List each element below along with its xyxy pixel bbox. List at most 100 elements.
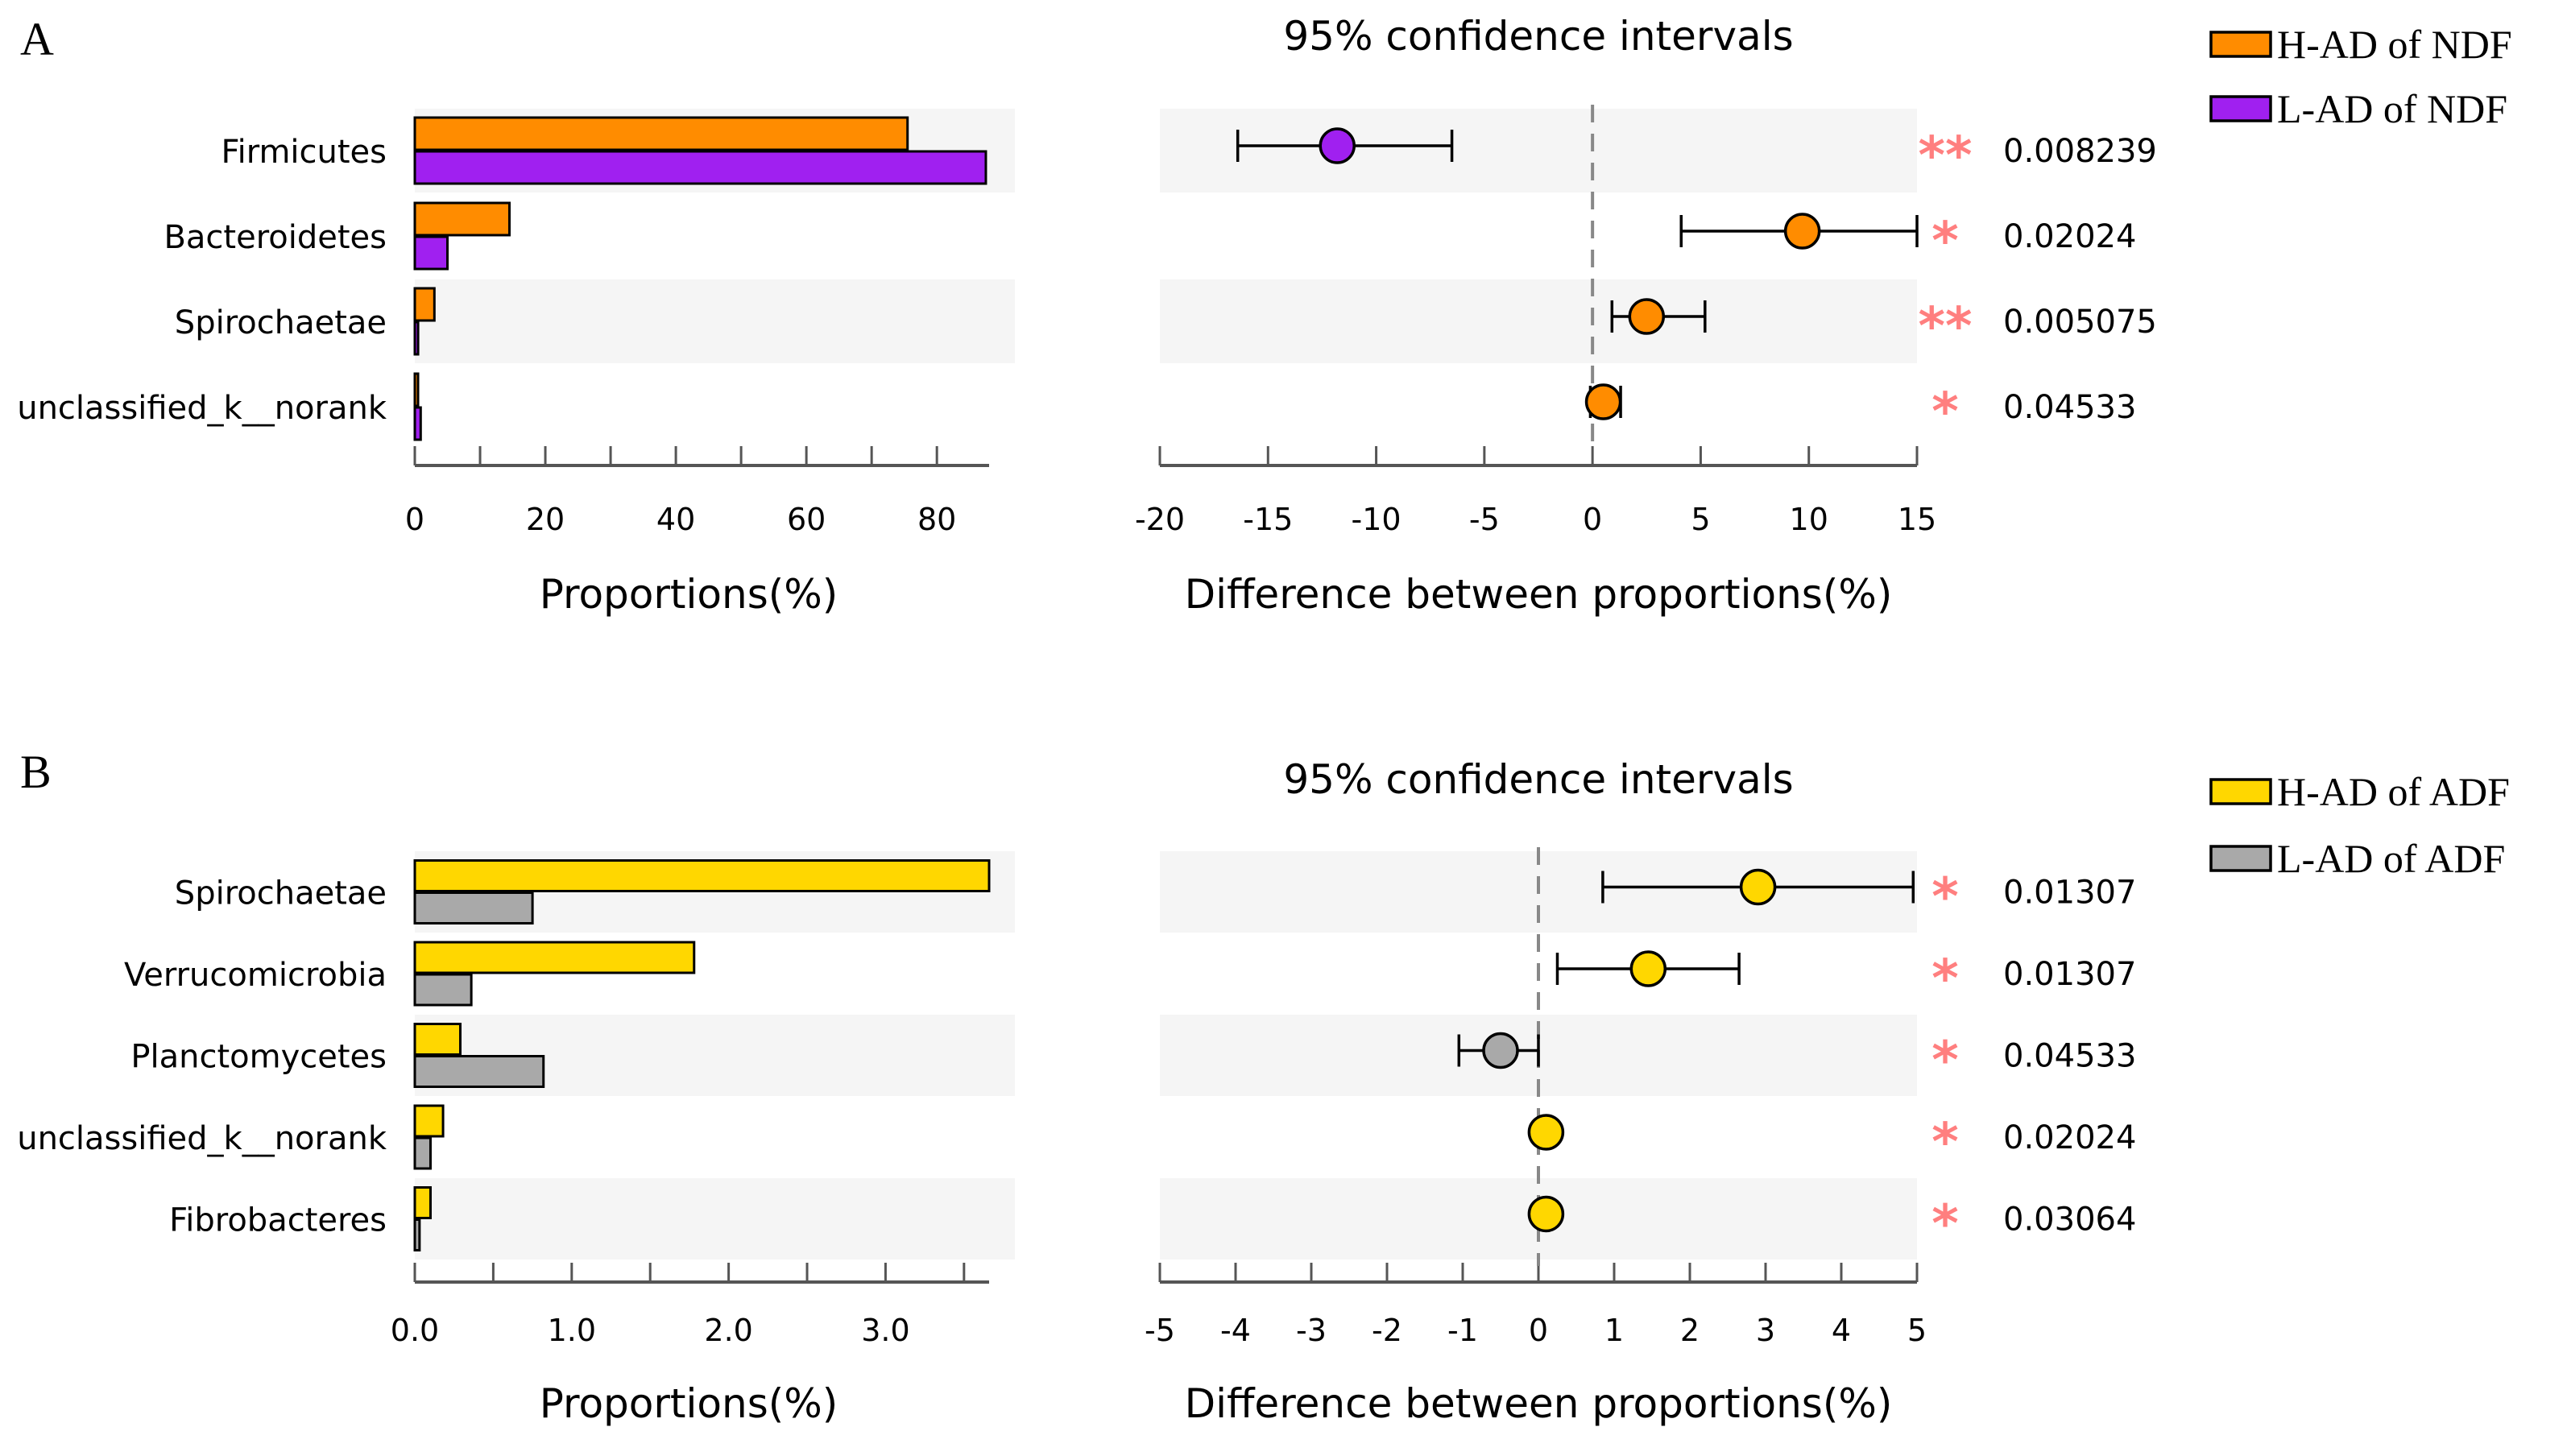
bar-x-tick-label: 80 bbox=[917, 502, 956, 537]
bar-row-band bbox=[415, 1178, 1015, 1260]
legend-swatch bbox=[2209, 31, 2272, 58]
bar-h-ad-of-adf bbox=[413, 1186, 432, 1219]
difference-estimate-point bbox=[1527, 1114, 1565, 1151]
diff-x-tick-label: -5 bbox=[1469, 502, 1500, 537]
diff-x-tick-label: 5 bbox=[1907, 1313, 1927, 1348]
diff-x-axis-label: Difference between proportions(%) bbox=[1185, 1380, 1893, 1427]
bar-l-ad-of-adf bbox=[413, 891, 534, 924]
bar-x-axis-label: Proportions(%) bbox=[540, 571, 838, 618]
significance-marker: ** bbox=[1919, 126, 1973, 186]
category-label: Bacteroidetes bbox=[164, 219, 387, 256]
significance-marker: * bbox=[1931, 1195, 1958, 1255]
bar-x-tick-label: 60 bbox=[787, 502, 826, 537]
diff-x-tick-label: -10 bbox=[1352, 502, 1401, 537]
category-label: Fibrobacteres bbox=[169, 1202, 387, 1239]
bar-h-ad-of-ndf bbox=[413, 372, 420, 407]
p-value: 0.005075 bbox=[2003, 304, 2157, 341]
bar-h-ad-of-ndf bbox=[413, 116, 909, 151]
bar-x-axis-label: Proportions(%) bbox=[540, 1380, 838, 1427]
diff-x-axis-label: Difference between proportions(%) bbox=[1185, 571, 1893, 618]
bar-l-ad-of-adf bbox=[413, 1218, 421, 1251]
difference-estimate-point bbox=[1783, 213, 1821, 250]
diff-x-tick-label: 2 bbox=[1680, 1313, 1700, 1348]
bar-x-tick-label: 1.0 bbox=[548, 1313, 596, 1348]
legend-label: H-AD of NDF bbox=[2277, 22, 2512, 67]
bar-x-tick-label: 40 bbox=[656, 502, 695, 537]
significance-marker: * bbox=[1931, 1032, 1958, 1091]
bar-x-tick-label: 3.0 bbox=[861, 1313, 909, 1348]
bar-h-ad-of-adf bbox=[413, 859, 991, 892]
p-value: 0.02024 bbox=[2003, 1119, 2136, 1156]
significance-marker: * bbox=[1931, 1113, 1958, 1173]
difference-estimate-point bbox=[1584, 383, 1622, 420]
diff-x-tick-label: -1 bbox=[1447, 1313, 1478, 1348]
category-label: Firmicutes bbox=[221, 134, 387, 171]
bar-x-tick-label: 0 bbox=[405, 502, 424, 537]
bar-l-ad-of-adf bbox=[413, 1136, 432, 1170]
legend-label: L-AD of NDF bbox=[2277, 86, 2507, 131]
panel-label-a: A bbox=[20, 13, 54, 65]
bar-l-ad-of-ndf bbox=[413, 150, 987, 185]
diff-x-tick-label: -15 bbox=[1243, 502, 1293, 537]
significance-marker: * bbox=[1931, 212, 1958, 271]
bar-h-ad-of-ndf bbox=[413, 201, 511, 237]
chart-title: 95% confidence intervals bbox=[1283, 13, 1793, 60]
p-value: 0.01307 bbox=[2003, 956, 2136, 993]
legend-swatch bbox=[2209, 95, 2272, 122]
bar-l-ad-of-ndf bbox=[413, 235, 449, 271]
bar-h-ad-of-adf bbox=[413, 941, 696, 974]
p-value: 0.02024 bbox=[2003, 218, 2136, 255]
legend-swatch bbox=[2209, 845, 2272, 872]
chart-title: 95% confidence intervals bbox=[1283, 756, 1793, 803]
diff-x-tick-label: 15 bbox=[1898, 502, 1936, 537]
difference-estimate-point bbox=[1319, 127, 1356, 164]
diff-x-tick-label: 1 bbox=[1604, 1313, 1624, 1348]
bar-row-band bbox=[415, 279, 1015, 363]
category-label: unclassified_k__norank bbox=[17, 390, 387, 427]
difference-estimate-point bbox=[1527, 1195, 1565, 1233]
bar-x-tick-label: 0.0 bbox=[391, 1313, 439, 1348]
category-label: Spirochaetae bbox=[175, 875, 387, 912]
panel-label-b: B bbox=[20, 746, 52, 798]
category-label: Spirochaetae bbox=[175, 304, 387, 341]
diff-x-tick-label: 4 bbox=[1832, 1313, 1851, 1348]
diff-row-band bbox=[1160, 279, 1917, 363]
bar-x-tick-label: 2.0 bbox=[704, 1313, 752, 1348]
bar-x-tick-label: 20 bbox=[526, 502, 565, 537]
bar-l-ad-of-adf bbox=[413, 973, 473, 1007]
diff-x-tick-label: 3 bbox=[1756, 1313, 1775, 1348]
bar-h-ad-of-ndf bbox=[413, 287, 436, 322]
diff-x-tick-label: 5 bbox=[1691, 502, 1710, 537]
diff-x-tick-label: -5 bbox=[1145, 1313, 1175, 1348]
bar-l-ad-of-adf bbox=[413, 1055, 545, 1088]
difference-estimate-point bbox=[1482, 1032, 1519, 1069]
significance-marker: * bbox=[1931, 868, 1958, 928]
p-value: 0.008239 bbox=[2003, 133, 2157, 170]
bar-h-ad-of-adf bbox=[413, 1104, 445, 1138]
diff-x-tick-label: -4 bbox=[1220, 1313, 1251, 1348]
difference-estimate-point bbox=[1739, 868, 1777, 906]
diff-x-tick-label: 10 bbox=[1790, 502, 1828, 537]
panel-b: 95% confidence intervals Spirochaetae Verr… bbox=[17, 756, 2510, 1427]
legend-label: L-AD of ADF bbox=[2277, 836, 2505, 881]
diff-row-band bbox=[1160, 109, 1917, 192]
diff-x-tick-label: 0 bbox=[1583, 502, 1602, 537]
p-value: 0.04533 bbox=[2003, 1038, 2136, 1075]
diff-x-tick-label: -3 bbox=[1296, 1313, 1327, 1348]
p-value: 0.04533 bbox=[2003, 389, 2136, 426]
diff-x-tick-label: -2 bbox=[1372, 1313, 1402, 1348]
diff-x-tick-label: 0 bbox=[1529, 1313, 1548, 1348]
difference-estimate-point bbox=[1628, 298, 1666, 335]
bar-l-ad-of-ndf bbox=[413, 321, 420, 356]
category-label: Verrucomicrobia bbox=[124, 957, 387, 994]
category-label: unclassified_k__norank bbox=[17, 1120, 387, 1157]
bar-h-ad-of-adf bbox=[413, 1023, 462, 1056]
p-value: 0.01307 bbox=[2003, 875, 2136, 912]
panel-a: 95% confidence intervals Firmicutes Bacter… bbox=[17, 13, 2511, 618]
significance-marker: * bbox=[1931, 383, 1958, 442]
difference-estimate-point bbox=[1629, 950, 1667, 987]
legend-swatch bbox=[2209, 778, 2272, 805]
significance-marker: * bbox=[1931, 949, 1958, 1009]
diff-x-tick-label: -20 bbox=[1135, 502, 1185, 537]
